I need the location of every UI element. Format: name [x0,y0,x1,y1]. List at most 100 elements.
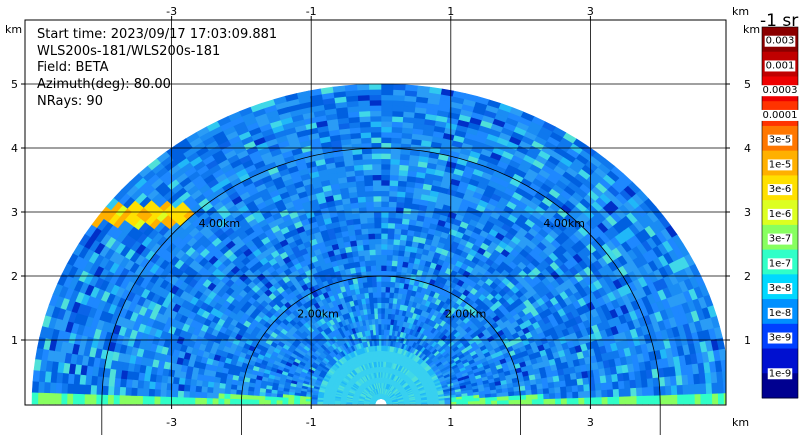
heatmap-cell [392,249,399,256]
heatmap-cell [383,323,388,330]
heatmap-cell [386,238,394,245]
heatmap-cell [352,218,361,225]
heatmap-cell [514,394,521,401]
heatmap-cell [230,384,238,391]
heatmap-cell [356,196,366,203]
heatmap-cell [380,200,390,208]
heatmap-cell [305,401,312,405]
heatmap-cell [387,217,396,224]
heatmap-cell [380,227,389,234]
heatmap-cell [380,158,391,165]
heatmap-cell [670,384,678,396]
heatmap-cell [531,393,539,400]
heatmap-cell [700,393,708,405]
heatmap-cell [400,223,409,231]
heatmap-cell [293,400,300,405]
heatmap-cell [374,243,382,250]
heatmap-cell [371,174,382,181]
heatmap-cell [223,388,231,395]
heatmap-cell [367,233,376,240]
heatmap-cell [394,217,403,225]
heatmap-cell [589,389,597,398]
heatmap-cell [653,385,661,396]
heatmap-cell [360,228,369,235]
heatmap-cell [118,395,126,405]
heatmap-cell [364,265,372,272]
heatmap-cell [693,383,702,395]
heatmap-cell [130,395,138,405]
heatmap-cell [630,395,638,405]
heatmap-cell [375,270,382,277]
heatmap-cell [362,163,373,171]
heatmap-cell [356,190,366,198]
heatmap-cell [84,394,91,405]
heatmap-cell [377,318,382,325]
heatmap-cell [394,212,404,219]
heatmap-cell [223,398,231,405]
heatmap-cell [107,377,116,388]
heatmap-cell [223,393,231,400]
heatmap-cell [383,313,389,320]
heatmap-cell [688,393,696,405]
heatmap-cell [171,383,179,392]
heatmap-cell [398,169,409,177]
heatmap-cell [351,402,359,405]
heatmap-cell [380,206,389,213]
heatmap-cell [388,201,397,208]
heatmap-cell [380,222,389,229]
heatmap-cell [207,381,215,389]
heatmap-cell [617,380,626,390]
heatmap-cell [366,217,375,224]
heatmap-cell [369,110,382,117]
heatmap-cell [612,380,620,390]
heatmap-cell [385,265,392,272]
heatmap-cell [368,243,376,251]
heatmap-cell [183,384,191,393]
heatmap-cell [380,120,393,128]
heatmap-cell [676,384,684,395]
heatmap-cell [281,397,289,402]
heatmap-cell [194,397,202,405]
heatmap-cell [389,281,396,288]
heatmap-cell [387,302,393,309]
heatmap-cell [386,249,394,256]
heatmap-cell [60,393,68,405]
heatmap-cell [629,379,637,389]
heatmap-cell [364,185,374,192]
heatmap-cell [84,384,92,396]
heatmap-cell [264,392,272,398]
heatmap-cell [235,398,242,405]
heatmap-cell [624,387,632,397]
heatmap-cell [328,401,335,405]
heatmap-cell [583,383,591,392]
heatmap-cell [380,323,385,330]
heatmap-cell [148,388,156,398]
heatmap-cell [584,396,591,405]
heatmap-cell [373,222,382,229]
heatmap-cell [384,307,389,314]
heatmap-cell [391,121,403,128]
heatmap-cell [372,200,382,208]
heatmap-cell [388,291,395,299]
heatmap-cell [241,399,248,405]
heatmap-cell [391,260,398,267]
heatmap-cell [371,281,377,288]
heatmap-cell [380,334,384,341]
heatmap-cell [531,388,539,395]
heatmap-cell [583,390,591,398]
heatmap-cell [357,105,371,112]
heatmap-cell [578,397,585,405]
heatmap-cell [66,393,74,405]
heatmap-cell [235,394,243,400]
heatmap-cell [136,395,144,405]
heatmap-cell [153,396,161,405]
heatmap-cell [372,195,382,202]
heatmap-cell [66,383,74,395]
heatmap-cell [246,399,254,405]
heatmap-cell [541,382,550,389]
heatmap-cell [355,180,365,187]
heatmap-cell [376,291,382,298]
heatmap-cell [113,386,121,396]
heatmap-cell [95,385,103,396]
heatmap-cell [577,390,585,399]
